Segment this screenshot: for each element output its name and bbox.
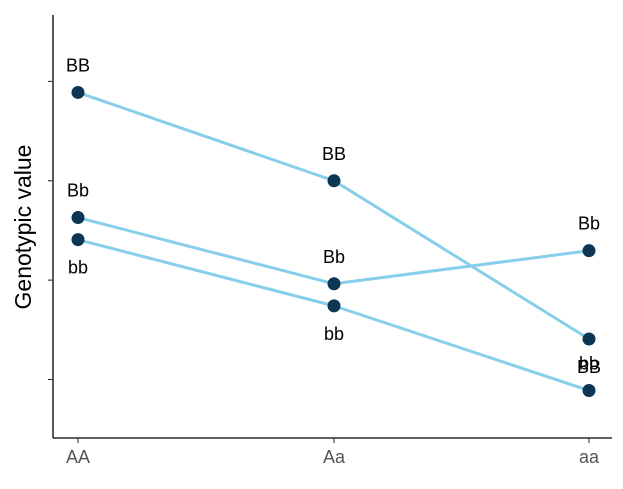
data-point-BB-aa: [582, 332, 596, 346]
data-label-Bb-aa: Bb: [578, 214, 600, 234]
series-2: Bb Bb Bb: [67, 181, 600, 291]
x-axis: AA Aa aa: [53, 437, 612, 467]
data-point-BB-AA: [71, 85, 85, 99]
data-point-Bb-AA: [71, 211, 85, 225]
y-ticks: [48, 80, 53, 381]
data-label-BB-AA: BB: [66, 55, 90, 75]
data-label-bb-Aa: bb: [324, 324, 344, 344]
data-label-bb-aa: bb: [579, 354, 599, 374]
data-label-Bb-Aa: Bb: [323, 247, 345, 267]
x-tick-label-aa: aa: [579, 447, 600, 467]
y-axis-label: Genotypic value: [10, 145, 36, 310]
y-axis: [48, 15, 54, 438]
data-point-bb-Aa: [327, 299, 341, 313]
data-point-Bb-aa: [582, 244, 596, 258]
data-label-BB-Aa: BB: [322, 144, 346, 164]
series-3: bb bb bb: [68, 233, 599, 398]
series-1: BB BB BB: [66, 55, 601, 377]
x-ticks: AA Aa aa: [66, 438, 600, 467]
data-label-Bb-AA: Bb: [67, 181, 89, 201]
data-point-bb-aa: [582, 384, 596, 398]
data-label-BB-aa: BB: [577, 357, 601, 377]
data-point-BB-Aa: [327, 174, 341, 188]
data-label-bb-AA: bb: [68, 258, 88, 278]
data-point-bb-AA: [71, 233, 85, 247]
data-point-Bb-Aa: [327, 277, 341, 291]
plot-area: BB BB BB Bb Bb Bb bb bb bb: [66, 55, 601, 398]
x-tick-label-AA: AA: [66, 447, 90, 467]
x-tick-label-Aa: Aa: [323, 447, 346, 467]
